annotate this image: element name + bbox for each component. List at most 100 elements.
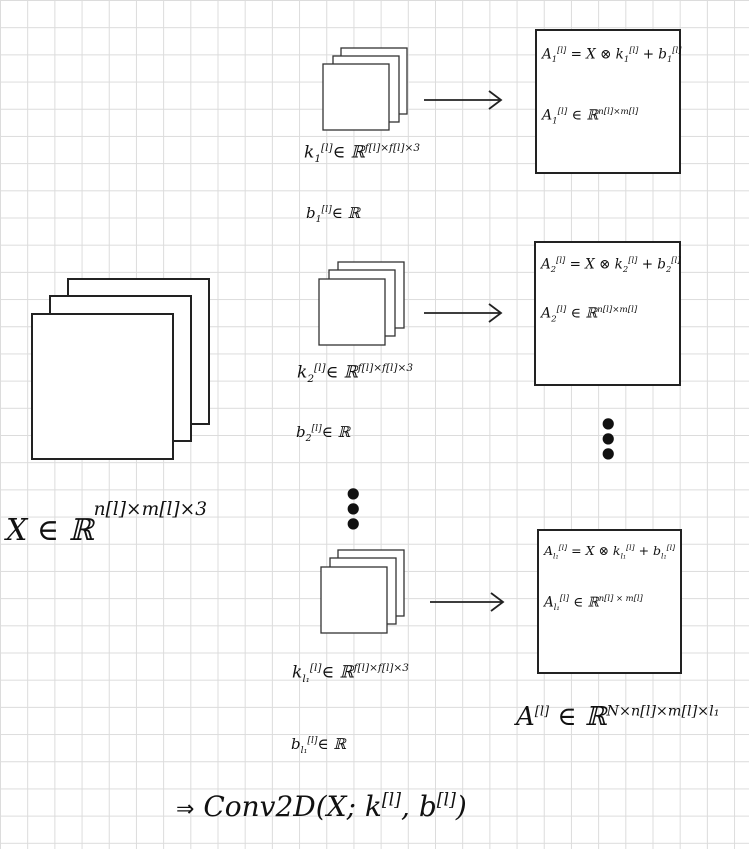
output-3-domain: Al₁[l] ∈ ℝn[l] × m[l] [544,593,643,612]
conv2d-summary: ⇒ Conv2D(X; k[l], b[l]) [176,790,467,823]
output-3-eq-plus-sup: [l] [666,543,676,552]
output-3-dom-sup: [l] [559,593,569,603]
bias-3-space: ∈ ℝ [317,735,346,753]
kernel-3-symbol: k [292,662,303,683]
kernel-stack-2-icon [318,261,405,346]
input-label-base: X ∈ ℝ [6,513,94,548]
output-1-eq-rhs: = X ⊗ k [566,46,624,63]
bias-1-sub: 1 [315,214,322,225]
bias-3-sup: [l] [307,735,318,746]
output-3-dom-exponent: n[l] × m[l] [598,593,643,603]
implies-arrow-icon: ⇒ [176,797,195,822]
output-box-3: Al₁[l] = X ⊗ kl₁[l] + bl₁[l] Al₁[l] ∈ ℝn… [537,529,682,674]
conv2d-b-sup: [l] [436,790,456,811]
input-label-exponent: n[l]×m[l]×3 [93,499,208,520]
output-1-dom-sub: 1 [552,116,558,127]
output-box-2: A2[l] = X ⊗ k2[l] + b2[l] A2[l] ∈ ℝn[l]×… [534,241,681,386]
bias-1-space: ∈ ℝ [331,204,361,222]
output-2-eq-rhs-sup: [l] [628,255,638,265]
output-2-dom-sub: 2 [551,314,557,325]
output-continuation-dots: • • • [598,409,619,474]
dot-3: • [343,506,364,544]
kernel-3-label: kl₁[l]∈ ℝf[l]×f[l]×3 [292,662,409,685]
output-total-base: A [516,702,535,732]
kernel-2-sup: [l] [314,362,326,374]
output-1-eq-sup: [l] [557,45,567,55]
output-box-1: A1[l] = X ⊗ k1[l] + b1[l] A1[l] ∈ ℝn[l]×… [535,29,681,174]
output-2-domain: A2[l] ∈ ℝn[l]×m[l] [541,305,637,324]
bias-3-sub: l₁ [300,745,308,756]
output-1-dom-exponent: n[l]×m[l] [598,107,639,117]
bias-2-label: b2[l]∈ ℝ [296,423,350,444]
kernel-3-exponent: f[l]×f[l]×3 [353,662,409,674]
output-2-eq-lhs: A [541,256,551,273]
dot-6: • [598,436,619,474]
bias-3-symbol: b [291,735,301,753]
output-3-eq-plus: + b [634,543,662,559]
output-3-dom-sub: l₁ [553,602,560,613]
output-2-dom-lhs: A [541,305,552,322]
output-1-eq-lhs: A [542,46,552,63]
kernel-1-symbol: k [304,142,315,163]
kernel-2-label: k2[l]∈ ℝf[l]×f[l]×3 [297,362,413,385]
arrow-1-icon [424,90,503,110]
conv2d-k-sup: [l] [381,790,402,811]
kernel-1-label: k1[l]∈ ℝf[l]×f[l]×3 [304,142,420,165]
conv2d-middle: , b [401,790,437,823]
output-total-sup: [l] [534,704,550,720]
input-label: X ∈ ℝn[l]×m[l]×3 [6,499,207,548]
output-1-eq-plus-sup: [l] [672,45,682,55]
input-volume-icon [31,278,210,460]
bias-1-sup: [l] [321,204,332,215]
output-2-eq-sup: [l] [556,255,566,265]
kernel-2-sub: 2 [307,373,315,386]
output-1-domain: A1[l] ∈ ℝn[l]×m[l] [542,107,638,126]
output-1-equation: A1[l] = X ⊗ k1[l] + b1[l] [542,45,681,64]
output-3-eq-sub: l₁ [553,551,559,561]
output-2-dom-exponent: n[l]×m[l] [597,305,638,315]
kernel-1-space: ∈ ℝ [332,142,365,163]
output-3-equation: Al₁[l] = X ⊗ kl₁[l] + bl₁[l] [544,543,675,561]
kernel-stack-3-icon [320,549,405,634]
output-2-eq-rhs: = X ⊗ k [565,256,623,273]
kernel-stack-1-icon [322,47,408,131]
output-3-eq-lhs: A [544,543,554,559]
bias-2-space: ∈ ℝ [321,423,351,441]
kernel-1-sub: 1 [314,153,322,166]
output-total-label: A[l] ∈ ℝN×n[l]×m[l]×l₁ [516,702,719,732]
arrow-2-icon [424,303,503,323]
output-1-dom-space: ∈ ℝ [567,107,599,124]
output-2-dom-space: ∈ ℝ [566,305,598,322]
output-2-eq-plus-sup: [l] [671,255,681,265]
kernel-3-sub: l₁ [302,673,310,686]
output-3-eq-rhs-sup: [l] [626,543,635,552]
output-3-eq-plus-sub: l₁ [661,551,667,561]
output-3-eq-sup: [l] [558,543,568,552]
kernel-3-space: ∈ ℝ [321,662,354,683]
output-3-dom-space: ∈ ℝ [568,594,599,611]
output-3-eq-rhs-sub: l₁ [620,551,627,561]
conv2d-text: Conv2D(X; k [203,790,382,823]
conv2d-close: ) [455,790,467,823]
arrow-3-icon [430,592,505,612]
output-total-space: ∈ ℝ [549,702,607,732]
output-2-eq-plus-sub: 2 [665,264,672,275]
bias-2-symbol: b [296,423,306,441]
output-1-eq-sub: 1 [551,54,558,65]
bias-1-label: b1[l]∈ ℝ [306,204,360,225]
bias-3-label: bl₁[l]∈ ℝ [291,735,346,756]
output-3-dom-lhs: A [544,594,554,611]
kernel-2-space: ∈ ℝ [325,362,358,383]
output-1-dom-lhs: A [542,107,553,124]
kernel-3-sup: [l] [309,662,322,674]
output-total-exponent: N×n[l]×m[l]×l₁ [606,703,720,720]
output-1-eq-plus: + b [638,46,667,63]
output-1-dom-sup: [l] [557,107,568,117]
output-1-eq-plus-sub: 1 [666,54,673,65]
kernel-2-symbol: k [297,362,308,383]
bias-2-sup: [l] [311,423,322,434]
bias-1-symbol: b [306,204,316,222]
output-2-equation: A2[l] = X ⊗ k2[l] + b2[l] [541,255,680,274]
output-2-dom-sup: [l] [556,305,567,315]
